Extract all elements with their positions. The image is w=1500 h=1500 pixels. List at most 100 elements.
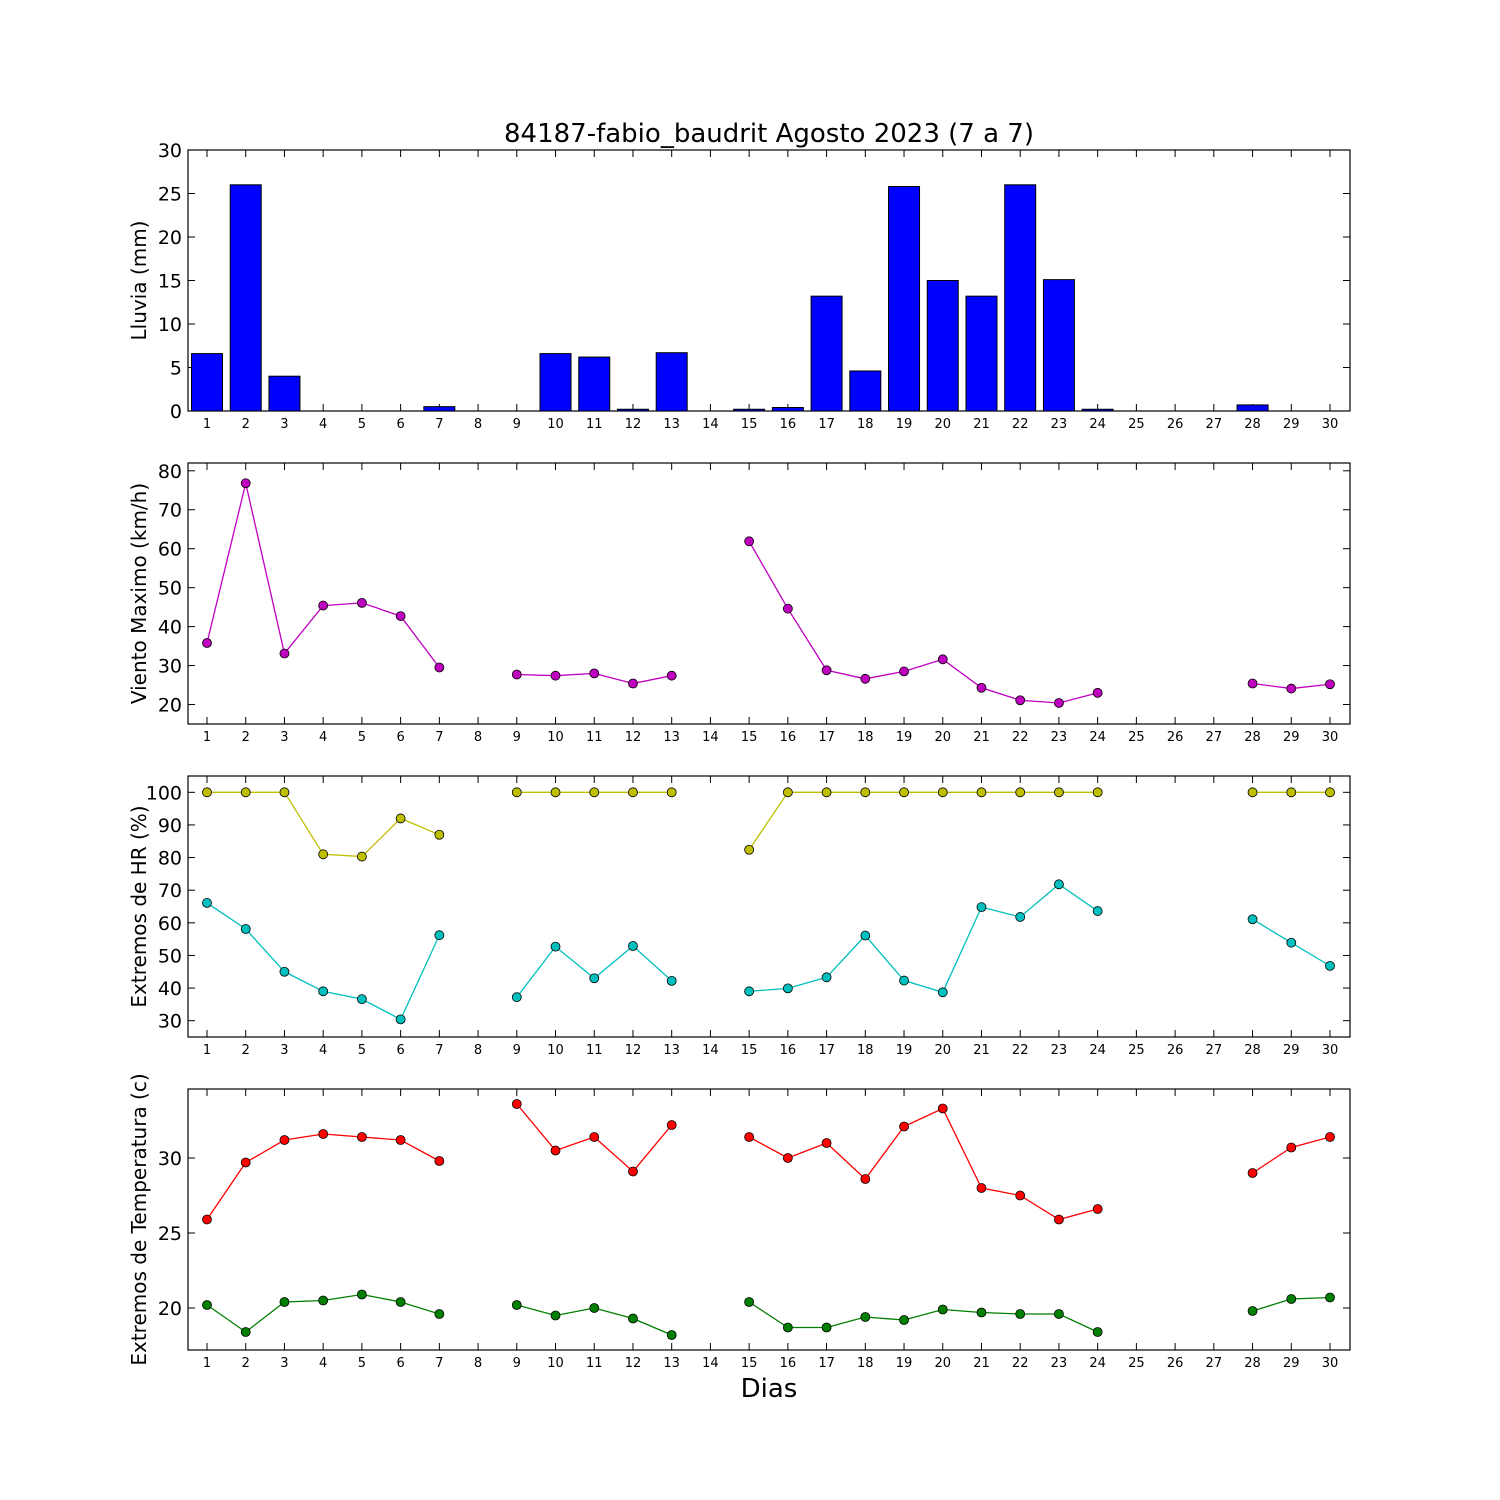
y-tick-label: 25 [158,184,182,206]
data-point [240,1157,251,1168]
bar [268,375,301,412]
bar [655,352,688,412]
data-point [1015,1309,1026,1319]
x-tick-label: 24 [1089,1356,1106,1371]
bar [1081,408,1114,412]
bar [1236,404,1269,412]
data-point [202,1214,212,1225]
x-tick-label: 30 [1322,417,1339,432]
x-tick-label: 23 [1051,1356,1068,1371]
x-tick-label: 15 [741,1043,758,1058]
data-point [589,787,600,798]
x-tick-label: 19 [896,730,913,745]
x-tick-label: 25 [1128,1043,1145,1058]
y-tick-label: 30 [158,1148,182,1170]
data-point [395,1297,406,1307]
x-tick-label: 13 [663,1043,680,1058]
series-line [748,1107,1098,1221]
data-point [589,668,600,679]
x-tick-label: 8 [474,1356,482,1371]
data-point [976,902,987,913]
x-tick-label: 22 [1012,1043,1029,1058]
x-tick-label: 26 [1167,417,1184,432]
data-point [589,973,600,984]
x-tick-label: 7 [435,417,443,432]
data-point [240,787,251,798]
data-point [937,1103,948,1114]
data-point [318,849,329,860]
data-point [550,670,561,681]
x-tick-label: 13 [663,730,680,745]
data-point [976,1183,987,1193]
data-point [628,678,638,689]
series-line [748,791,1098,851]
y-tick-label: 0 [170,401,182,423]
x-axis-label: Dias [741,1374,798,1404]
data-point [356,1132,367,1142]
chart-title: 84187-fabio_baudrit Agosto 2023 (7 a 7) [504,119,1034,149]
data-point [666,670,677,681]
data-point [318,986,329,997]
bar [888,186,921,412]
data-point [1325,1132,1335,1142]
data-point [744,1132,755,1142]
y-tick-label: 30 [158,1011,182,1033]
data-point [318,1295,329,1306]
data-point [202,787,212,798]
x-tick-label: 12 [625,417,642,432]
data-point [976,682,987,693]
data-point [628,941,638,951]
data-point [860,787,871,798]
y-tick-label: 15 [158,271,182,293]
x-tick-label: 29 [1283,1043,1300,1058]
data-point [860,1174,871,1184]
x-tick-label: 6 [396,417,404,432]
data-point [1286,683,1297,694]
bar [539,353,572,412]
x-tick-label: 26 [1167,1356,1184,1371]
data-point [821,787,832,798]
x-tick-label: 13 [663,417,680,432]
x-tick-label: 18 [857,417,874,432]
x-tick-label: 23 [1051,417,1068,432]
data-point [318,1129,329,1139]
x-tick-label: 23 [1051,1043,1068,1058]
x-tick-label: 20 [934,417,951,432]
bar [733,408,766,412]
x-tick-label: 6 [396,730,404,745]
y-tick-label: 60 [158,913,182,935]
x-tick-label: 10 [547,730,564,745]
data-point [395,1135,406,1145]
x-tick-label: 28 [1244,730,1261,745]
x-tick-label: 16 [780,1043,797,1058]
x-tick-label: 11 [586,1356,603,1371]
data-point [1325,960,1335,971]
y-tick-label: 70 [158,880,182,902]
data-point [279,787,290,798]
data-point [1325,679,1335,690]
bar [1042,279,1075,412]
x-tick-label: 1 [203,730,211,745]
data-point [240,924,251,934]
data-point [744,986,755,997]
x-tick-label: 12 [625,730,642,745]
x-tick-label: 3 [280,417,288,432]
data-point [356,851,367,862]
x-tick-label: 27 [1206,417,1223,432]
x-tick-label: 8 [474,730,482,745]
x-tick-label: 24 [1089,417,1106,432]
x-tick-label: 8 [474,417,482,432]
y-axis-label: Extremos de HR (%) [127,805,151,1007]
data-point [240,478,251,489]
bar [810,295,843,412]
series-line [748,1301,1098,1333]
x-tick-label: 25 [1128,417,1145,432]
data-point [1092,1204,1103,1214]
data-point [395,611,406,621]
data-point [1247,1306,1258,1316]
series-line [749,883,1099,994]
data-point [976,787,987,798]
x-tick-label: 14 [702,1356,719,1371]
x-tick-label: 25 [1128,730,1145,745]
